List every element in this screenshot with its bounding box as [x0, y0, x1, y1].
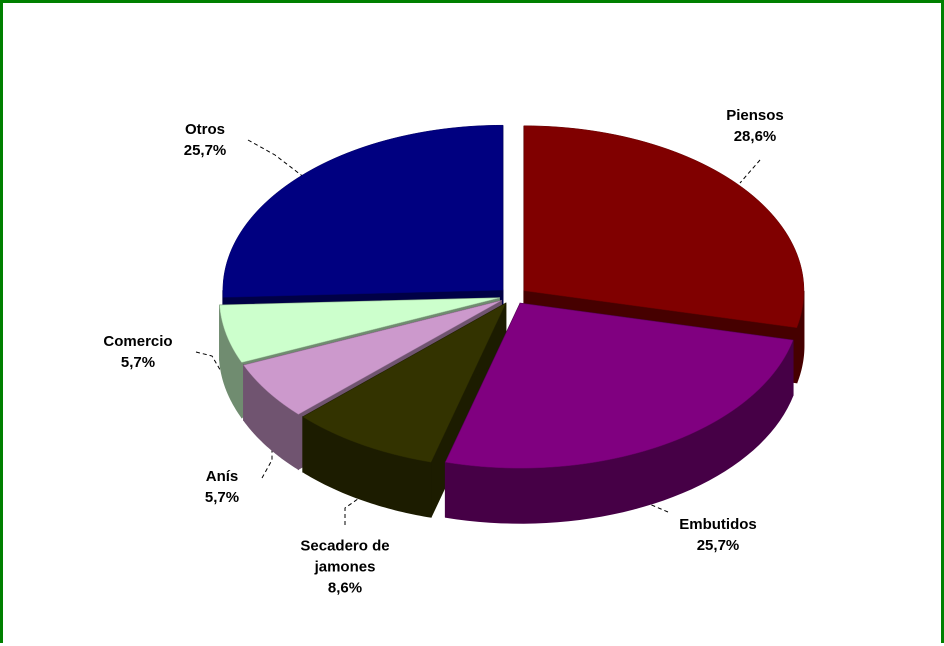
value-label: 28,6%	[733, 128, 777, 145]
value-label: 25,7%	[696, 537, 740, 554]
category-label: Embutidos	[679, 516, 757, 533]
slice-label: Embutidos 25,7%	[679, 514, 757, 556]
category-label: Otros	[184, 121, 226, 138]
value-label: 25,7%	[183, 142, 227, 159]
slice-label: Anís 5,7%	[205, 466, 239, 508]
value-label: 5,7%	[120, 354, 156, 371]
slice-label: Secadero de jamones 8,6%	[285, 536, 405, 599]
category-label: Piensos	[726, 107, 784, 124]
leader-line	[344, 493, 366, 525]
value-label: 8,6%	[327, 579, 363, 597]
leader-line	[639, 499, 669, 513]
slice	[219, 297, 500, 363]
leader-line	[247, 139, 306, 179]
slice-label: Comercio 5,7%	[103, 331, 172, 373]
category-label: Comercio	[103, 333, 173, 350]
slice-label: Piensos 28,6%	[726, 105, 784, 147]
slice-label: Otros 25,7%	[184, 119, 227, 161]
slice	[445, 302, 794, 469]
category-label: Secadero de jamones	[300, 537, 390, 576]
value-label: 5,7%	[204, 489, 240, 506]
leader-line	[261, 448, 273, 479]
leader-line	[739, 159, 761, 184]
slice	[222, 124, 504, 298]
category-label: Anís	[205, 468, 239, 485]
slice	[302, 302, 507, 463]
slice	[523, 125, 805, 329]
slice	[243, 300, 502, 415]
